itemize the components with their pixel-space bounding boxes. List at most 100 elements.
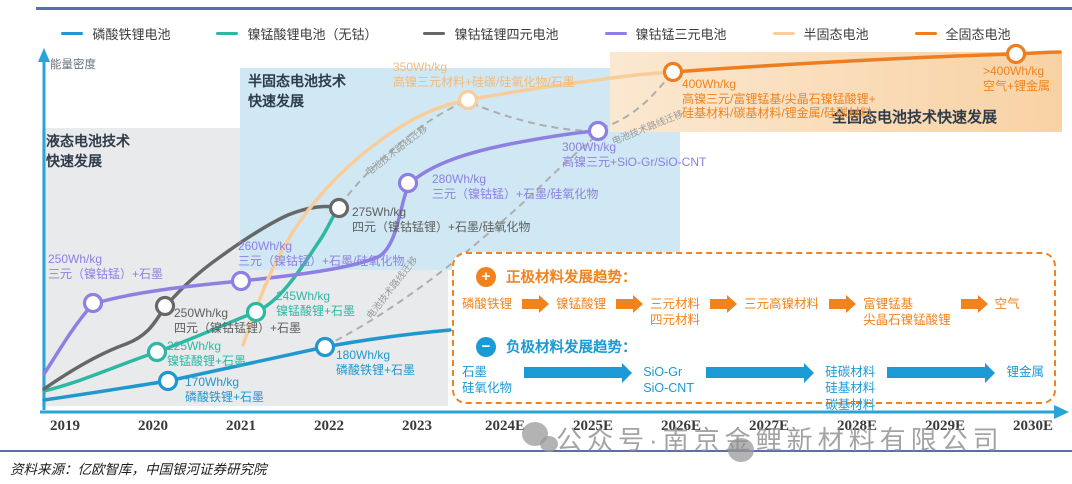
anode-material-item: 硅碳材料 硅基材料 碳基材料	[825, 364, 875, 413]
flow-item-line: 硅基材料	[825, 381, 876, 396]
flow-arrow-icon	[616, 295, 644, 313]
legend-item: 镍锰酸锂电池（无钴）	[216, 24, 377, 43]
legend-swatch	[604, 32, 627, 35]
anode-trend-title-row: − 负极材料发展趋势：	[476, 336, 637, 357]
curve-semi-solid	[241, 70, 675, 347]
annotation-line: 磷酸铁锂+石墨	[185, 389, 265, 404]
anode-material-item: 锂金属	[1006, 364, 1044, 380]
phase-label-liquid: 液态电池技术 快速发展	[46, 133, 130, 170]
curve-quaternary	[42, 204, 341, 391]
flow-arrow-icon	[524, 362, 633, 383]
data-point-annotation: 400Wh/kg 高镍三元/富锂锰基/尖晶石镍锰酸锂+ 硅基材料/碳基材料/锂金属/…	[682, 77, 876, 121]
minus-icon: −	[476, 336, 496, 357]
anode-trend-title: 负极材料发展趋势：	[506, 340, 637, 356]
annotation-line: 300Wh/kg	[562, 140, 617, 154]
phase-label-semi-solid: 半固态电池技术 快速发展	[248, 73, 346, 110]
annotation-line: 高镍三元/富锂锰基/尖晶石镍锰酸锂+	[682, 91, 876, 106]
annotation-line: 250Wh/kg	[174, 306, 229, 320]
data-point-annotation: 170Wh/kg 磷酸铁锂+石墨	[185, 375, 264, 404]
legend-label: 镍钴锰三元电池	[635, 27, 727, 42]
annotation-line: 镍锰酸锂+石墨	[167, 353, 247, 368]
legend-label: 全固态电池	[945, 27, 1011, 42]
wechat-bubble-small-icon	[540, 436, 558, 452]
anode-trend-flow: 石墨硅氧化物 SiO-Gr SiO-CNT 硅碳材料 硅基材料 碳基材料 锂金属	[462, 362, 1044, 413]
data-point-annotation: 260Wh/kg 三元（镍钴锰）+石墨/硅氧化物	[238, 239, 404, 268]
flow-item-line: 富锂锰基	[863, 297, 914, 311]
top-border-rule	[36, 7, 1072, 10]
data-point-annotation: 300Wh/kg 高镍三元+SiO-Gr/SiO-CNT	[562, 140, 706, 169]
cathode-material-item: 富锂锰基尖晶石镍锰酸锂	[863, 296, 951, 329]
annotation-line: 250Wh/kg	[48, 252, 103, 266]
legend-label: 磷酸铁锂电池	[92, 27, 171, 42]
annotation-line: 高镍三元材料+硅碳/硅氧化物/石墨	[393, 74, 575, 89]
data-point-marker	[245, 301, 267, 323]
legend-label: 半固态电池	[803, 27, 869, 42]
watermark-text: 公众号·南京金鲤新材料有限公司	[556, 425, 1004, 455]
data-point-annotation: 275Wh/kg 四元（镍钴锰锂）+石墨/硅氧化物	[352, 205, 530, 234]
cathode-material-item: 空气	[995, 296, 1020, 312]
data-point-annotation: 350Wh/kg 高镍三元材料+硅碳/硅氧化物/石墨	[393, 60, 575, 89]
source-note: 资料来源：亿欧智库，中国银河证券研究院	[10, 462, 267, 477]
material-trend-box: + 正极材料发展趋势： 磷酸铁锂 镍锰酸锂 三元材料四元材料 三元高镍材料 富锂锰基尖晶…	[452, 252, 1056, 412]
annotation-line: 260Wh/kg	[238, 239, 293, 253]
cathode-trend-title: 正极材料发展趋势：	[506, 270, 637, 286]
annotation-line: 275Wh/kg	[352, 205, 407, 219]
flow-item-line: 四元材料	[650, 313, 701, 328]
annotation-line: 225Wh/kg	[167, 339, 222, 353]
flow-arrow-icon	[705, 362, 815, 383]
data-point-marker	[328, 197, 350, 219]
legend-item: 镍钴锰锂四元电池	[423, 24, 559, 43]
annotation-line: 硅基材料/碳基材料/锂金属/硅碳材料	[682, 106, 873, 121]
y-axis-label: 能量密度	[50, 59, 96, 71]
flow-item-line: 尖晶石镍锰酸锂	[863, 313, 951, 328]
data-point-marker	[154, 295, 176, 317]
data-point-annotation: 280Wh/kg 三元（镍钴锰）+石墨/硅氧化物	[432, 172, 598, 201]
data-point-marker	[397, 172, 419, 194]
flow-item-line: 磷酸铁锂	[462, 297, 513, 311]
cathode-material-item: 镍锰酸锂	[556, 296, 606, 312]
legend-item: 半固态电池	[772, 24, 869, 43]
data-point-marker	[157, 370, 179, 392]
legend-item: 磷酸铁锂电池	[61, 24, 170, 43]
flow-item-line: 碳基材料	[825, 397, 876, 412]
flow-item-line: 硅氧化物	[462, 381, 513, 396]
flow-item-line: 三元高镍材料	[744, 297, 820, 311]
x-tick-label: 2020	[138, 418, 168, 434]
annotation-line: 四元（镍钴锰锂）+石墨	[174, 320, 302, 335]
data-point-marker	[1005, 43, 1027, 65]
flow-arrow-icon	[887, 362, 996, 383]
data-point-annotation: >400Wh/kg 空气+锂金属	[983, 64, 1050, 93]
legend-swatch	[216, 32, 239, 35]
curve-all-solid	[671, 50, 1062, 74]
annotation-line: 245Wh/kg	[276, 289, 331, 303]
legend-swatch	[914, 32, 937, 35]
legend-swatch	[772, 32, 795, 35]
annotation-line: 高镍三元+SiO-Gr/SiO-CNT	[562, 154, 707, 169]
data-point-marker	[314, 336, 336, 358]
plus-icon: +	[476, 266, 496, 287]
migration-dash-semisolid-to-ternary	[470, 102, 597, 132]
data-point-annotation: 180Wh/kg 磷酸铁锂+石墨	[336, 348, 415, 377]
legend-swatch	[423, 32, 446, 35]
flow-item-line: 三元材料	[650, 297, 701, 311]
data-point-marker	[587, 120, 609, 142]
anode-material-item: SiO-Gr SiO-CNT	[643, 364, 694, 397]
data-point-marker	[146, 341, 168, 363]
x-tick-label: 2029E	[924, 418, 966, 434]
x-tick-label: 2030E	[1012, 418, 1054, 434]
phase-label-all-solid: 全固态电池技术快速发展	[832, 109, 998, 126]
legend-item: 全固态电池	[914, 24, 1011, 43]
legend-label: 镍锰酸锂电池（无钴）	[247, 27, 378, 42]
x-tick-label: 2024E	[484, 418, 526, 434]
flow-item-line: SiO-Gr	[643, 365, 683, 379]
anode-material-item: 石墨 硅氧化物	[462, 364, 512, 397]
x-tick-label: 2028E	[836, 418, 878, 434]
flow-arrow-icon	[960, 295, 988, 313]
phase-region-all-solid	[610, 52, 1062, 132]
flow-item-line: 石墨	[462, 365, 488, 379]
x-tick-label: 2023	[402, 418, 432, 434]
x-tick-label: 2022	[314, 418, 344, 434]
x-tick-label: 2027E	[748, 418, 790, 434]
